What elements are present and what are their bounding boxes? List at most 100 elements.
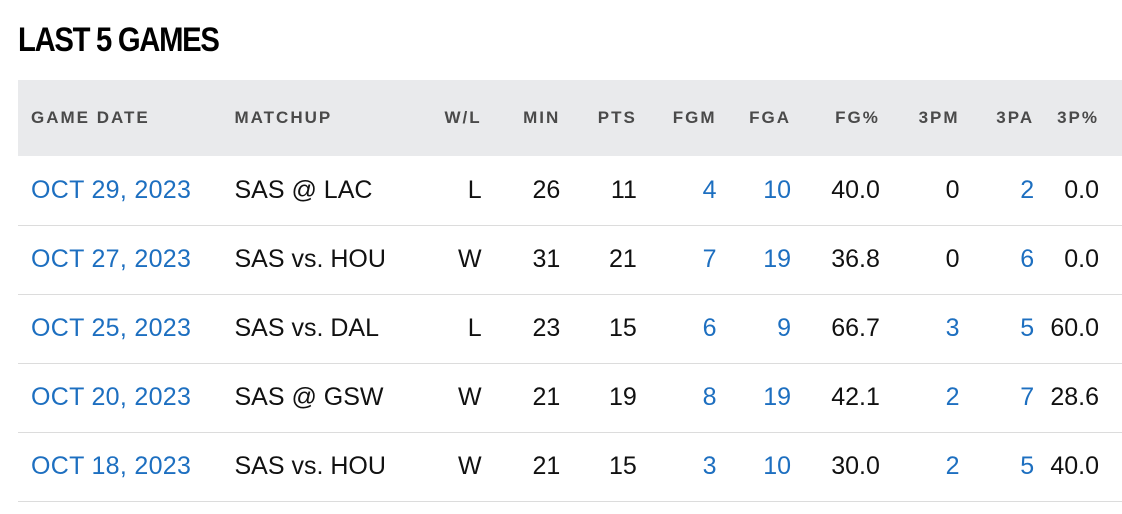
three-pa-cell: 5 xyxy=(960,294,1035,363)
fgm-cell: 6 xyxy=(637,294,717,363)
header-row: GAME DATE MATCHUP W/L MIN PTS FGM FGA FG… xyxy=(18,80,1122,156)
game-date-link[interactable]: OCT 27, 2023 xyxy=(31,245,192,273)
matchup-cell: SAS vs. HOU xyxy=(234,245,386,273)
three-pm-link[interactable]: 2 xyxy=(945,383,960,411)
win-loss-cell: W xyxy=(458,452,482,480)
game-date-cell: OCT 29, 2023 xyxy=(18,156,235,225)
fga-cell: 10 xyxy=(717,432,792,501)
three-pm-link[interactable]: 3 xyxy=(945,314,960,342)
matchup-cell: SAS @ GSW xyxy=(234,383,384,411)
column-header-3p-pct[interactable]: 3P% xyxy=(1057,108,1099,127)
fgm-cell: 7 xyxy=(637,225,717,294)
three-pm-link[interactable]: 2 xyxy=(945,452,960,480)
table-row: OCT 27, 2023 SAS vs. HOU W 31 21 7 19 36.8 0 6 0.0 xyxy=(18,225,1122,294)
points-cell: 21 xyxy=(609,245,637,273)
fga-cell: 19 xyxy=(717,225,792,294)
fga-link[interactable]: 19 xyxy=(763,245,792,273)
three-pa-link[interactable]: 2 xyxy=(1020,175,1035,204)
three-pa-link[interactable]: 7 xyxy=(1020,383,1035,411)
column-header-fgm[interactable]: FGM xyxy=(672,108,717,127)
column-header-pts[interactable]: PTS xyxy=(597,108,637,127)
fga-link[interactable]: 10 xyxy=(763,175,792,204)
table-body: OCT 29, 2023 SAS @ LAC L 26 11 4 10 40.0 0 2 0.0 OC… xyxy=(18,156,1122,501)
three-pa-cell: 5 xyxy=(960,432,1035,501)
win-loss-cell: L xyxy=(467,314,482,342)
game-date-link[interactable]: OCT 18, 2023 xyxy=(31,452,192,480)
fga-cell: 10 xyxy=(717,156,792,225)
game-date-cell: OCT 18, 2023 xyxy=(18,432,235,501)
fgm-cell: 4 xyxy=(637,156,717,225)
fg-pct-cell: 42.1 xyxy=(831,383,880,411)
game-date-cell: OCT 27, 2023 xyxy=(18,225,235,294)
win-loss-cell: W xyxy=(458,245,482,273)
fg-pct-cell: 40.0 xyxy=(831,175,880,204)
column-header-min[interactable]: MIN xyxy=(523,108,561,127)
minutes-cell: 21 xyxy=(532,383,561,411)
games-table: GAME DATE MATCHUP W/L MIN PTS FGM FGA FG… xyxy=(18,80,1122,502)
fgm-link[interactable]: 3 xyxy=(702,452,717,480)
three-pa-cell: 6 xyxy=(960,225,1035,294)
table-row: OCT 20, 2023 SAS @ GSW W 21 19 8 19 42.1 2 7 28.6 xyxy=(18,363,1122,432)
table-row: OCT 29, 2023 SAS @ LAC L 26 11 4 10 40.0 0 2 0.0 xyxy=(18,156,1122,225)
three-p-pct-cell: 40.0 xyxy=(1050,452,1099,480)
fga-link[interactable]: 10 xyxy=(763,452,792,480)
three-pm-cell: 0 xyxy=(945,175,960,204)
table-header: GAME DATE MATCHUP W/L MIN PTS FGM FGA FG… xyxy=(18,80,1122,156)
fg-pct-cell: 66.7 xyxy=(831,314,880,342)
game-date-link[interactable]: OCT 25, 2023 xyxy=(31,314,192,342)
points-cell: 19 xyxy=(609,383,637,411)
column-header-3pa[interactable]: 3PA xyxy=(996,108,1035,127)
table-row: OCT 25, 2023 SAS vs. DAL L 23 15 6 9 66.7 3 5 60.0 xyxy=(18,294,1122,363)
column-header-game-date[interactable]: GAME DATE xyxy=(31,108,150,127)
points-cell: 15 xyxy=(609,452,637,480)
minutes-cell: 21 xyxy=(532,452,561,480)
fgm-link[interactable]: 7 xyxy=(702,245,717,273)
three-p-pct-cell: 0.0 xyxy=(1064,175,1099,204)
fgm-link[interactable]: 6 xyxy=(702,314,717,342)
three-pa-link[interactable]: 5 xyxy=(1020,314,1035,342)
three-pa-cell: 2 xyxy=(960,156,1035,225)
fga-link[interactable]: 19 xyxy=(763,383,792,411)
game-date-link[interactable]: OCT 29, 2023 xyxy=(31,175,192,204)
fgm-cell: 3 xyxy=(637,432,717,501)
minutes-cell: 31 xyxy=(532,245,561,273)
fgm-link[interactable]: 4 xyxy=(702,175,717,204)
column-header-fga[interactable]: FGA xyxy=(749,108,792,127)
matchup-cell: SAS vs. DAL xyxy=(234,314,380,342)
fg-pct-cell: 36.8 xyxy=(831,245,880,273)
three-pa-link[interactable]: 5 xyxy=(1020,452,1035,480)
three-p-pct-cell: 60.0 xyxy=(1050,314,1099,342)
win-loss-cell: W xyxy=(458,383,482,411)
three-pm-cell: 3 xyxy=(880,294,960,363)
three-pa-cell: 7 xyxy=(960,363,1035,432)
column-header-3pm[interactable]: 3PM xyxy=(918,108,960,127)
points-cell: 11 xyxy=(610,175,637,204)
fga-cell: 19 xyxy=(717,363,792,432)
column-header-matchup[interactable]: MATCHUP xyxy=(234,108,333,127)
fg-pct-cell: 30.0 xyxy=(831,452,880,480)
column-header-wl[interactable]: W/L xyxy=(444,108,482,127)
column-header-fg-pct[interactable]: FG% xyxy=(835,108,880,127)
three-pa-link[interactable]: 6 xyxy=(1020,245,1035,273)
game-date-cell: OCT 25, 2023 xyxy=(18,294,235,363)
matchup-cell: SAS vs. HOU xyxy=(234,452,386,480)
three-pm-cell: 2 xyxy=(880,432,960,501)
fgm-link[interactable]: 8 xyxy=(702,383,717,411)
section-title: LAST 5 GAMES xyxy=(18,21,220,59)
fga-link[interactable]: 9 xyxy=(777,314,792,342)
three-pm-cell: 2 xyxy=(880,363,960,432)
matchup-cell: SAS @ LAC xyxy=(234,175,373,204)
game-date-link[interactable]: OCT 20, 2023 xyxy=(31,383,192,411)
minutes-cell: 23 xyxy=(532,314,561,342)
points-cell: 15 xyxy=(609,314,637,342)
game-date-cell: OCT 20, 2023 xyxy=(18,363,235,432)
minutes-cell: 26 xyxy=(532,175,561,204)
win-loss-cell: L xyxy=(467,175,482,204)
three-pm-cell: 0 xyxy=(945,245,960,273)
fgm-cell: 8 xyxy=(637,363,717,432)
table-row: OCT 18, 2023 SAS vs. HOU W 21 15 3 10 30.0 2 5 40.… xyxy=(18,432,1122,501)
fga-cell: 9 xyxy=(717,294,792,363)
three-p-pct-cell: 0.0 xyxy=(1064,245,1099,273)
three-p-pct-cell: 28.6 xyxy=(1050,383,1099,411)
